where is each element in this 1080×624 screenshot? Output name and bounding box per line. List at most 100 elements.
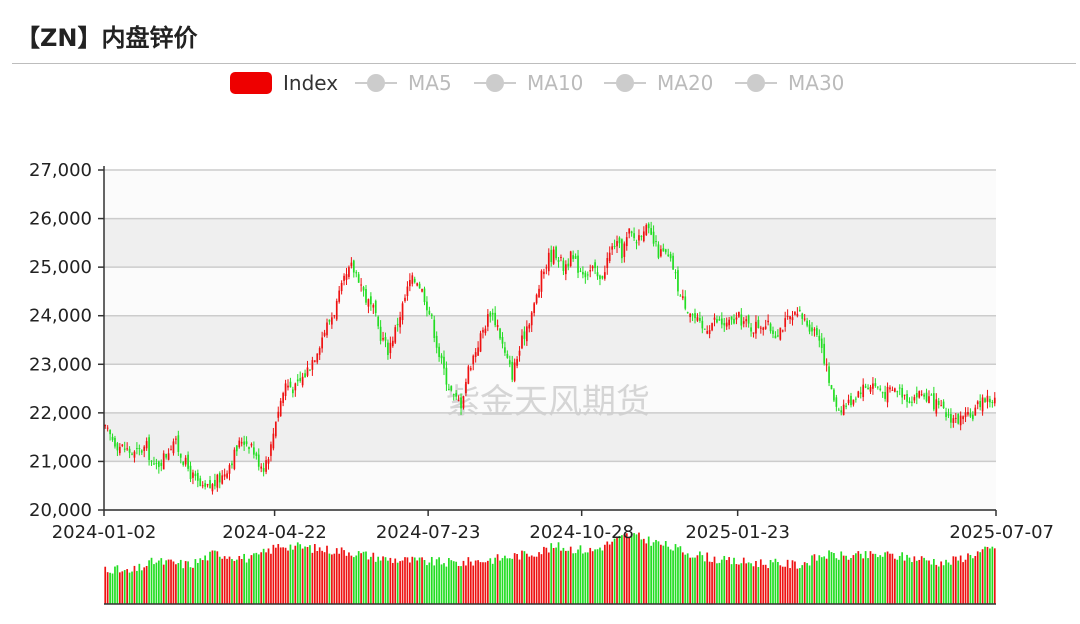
candle	[816, 325, 818, 337]
volume-bar	[774, 558, 777, 604]
candle	[389, 336, 392, 359]
candle	[267, 456, 270, 470]
volume-bar	[335, 548, 338, 604]
candle-body	[833, 389, 835, 401]
candle-body	[569, 251, 572, 266]
volume-bar	[660, 544, 662, 604]
volume-bar	[547, 552, 550, 604]
candle-body	[993, 397, 996, 404]
volume-bar	[908, 557, 911, 604]
candle-body	[538, 288, 540, 298]
volume-bar	[859, 553, 862, 604]
volume-bar	[365, 551, 367, 604]
candle	[913, 394, 916, 404]
candle-body	[184, 457, 187, 465]
candle-body	[757, 319, 760, 328]
candle	[194, 470, 197, 481]
volume-bar	[133, 565, 136, 604]
candle-body	[986, 395, 989, 402]
volume-bar	[243, 553, 245, 604]
candle-body	[469, 368, 472, 370]
volume-bar	[755, 561, 757, 604]
candle	[993, 392, 996, 407]
volume-bar	[467, 557, 470, 604]
volume-bar	[518, 559, 521, 604]
legend-item-ma30[interactable]: MA30	[735, 70, 844, 96]
volume-bar	[689, 557, 691, 604]
candle	[482, 327, 484, 339]
candle-body	[708, 330, 711, 335]
candle	[457, 395, 460, 402]
candle	[455, 390, 458, 400]
candle-body	[501, 337, 504, 344]
candle	[876, 386, 879, 390]
candle-body	[372, 304, 375, 308]
candle-body	[923, 394, 925, 397]
volume-bar	[618, 535, 621, 604]
volume-bar	[691, 557, 694, 604]
volume-bar	[340, 547, 343, 604]
candle	[733, 314, 735, 325]
volume-bar	[945, 559, 947, 604]
candle-body	[223, 474, 226, 477]
candle-body	[859, 392, 862, 395]
grid-band	[104, 461, 996, 510]
volume-bar	[370, 556, 372, 604]
candle	[192, 469, 194, 485]
candle	[711, 322, 713, 332]
volume-bar	[367, 559, 370, 604]
candle	[121, 443, 124, 448]
candle	[794, 311, 796, 316]
volume-bar	[296, 542, 299, 604]
candle	[438, 343, 440, 362]
volume-bar	[925, 560, 928, 604]
volume-bar	[747, 562, 750, 604]
volume-bar	[255, 552, 258, 604]
legend-item-ma20[interactable]: MA20	[604, 70, 713, 96]
candle-body	[160, 462, 163, 466]
candle-body	[192, 472, 194, 478]
volume-bar	[579, 545, 582, 604]
legend-item-ma5[interactable]: MA5	[355, 70, 452, 96]
candle-body	[528, 324, 531, 329]
volume-bar	[140, 570, 143, 604]
title-divider	[12, 63, 1076, 64]
candle-body	[328, 319, 331, 322]
candle	[784, 311, 787, 332]
candle	[460, 393, 462, 415]
volume-bar	[153, 564, 155, 604]
volume-bar	[596, 549, 599, 604]
candle	[633, 227, 635, 241]
candle	[757, 316, 760, 329]
candle	[937, 397, 940, 409]
candle	[767, 314, 769, 326]
candle-body	[935, 399, 938, 414]
candle	[238, 437, 241, 449]
volume-bar	[479, 562, 482, 604]
candle-body	[577, 255, 579, 273]
volume-bar	[128, 572, 131, 604]
volume-bar	[777, 561, 779, 604]
candle-body	[784, 318, 787, 327]
candle-body	[911, 401, 913, 403]
candle	[645, 223, 648, 237]
candle	[652, 225, 655, 247]
candle-body	[355, 272, 358, 274]
candle	[901, 384, 904, 405]
candle-body	[774, 335, 777, 339]
candle	[143, 445, 146, 458]
volume-bar	[764, 564, 767, 604]
candle	[801, 312, 804, 325]
candle	[847, 394, 850, 406]
volume-bar	[399, 561, 401, 604]
volume-bar	[116, 565, 119, 604]
volume-bar	[879, 555, 882, 604]
legend-item-ma10[interactable]: MA10	[474, 70, 583, 96]
candle-body	[586, 274, 589, 276]
legend-item-index[interactable]: Index	[230, 70, 338, 96]
candle-body	[406, 286, 409, 297]
candle-body	[111, 436, 114, 440]
candle	[667, 248, 670, 257]
candle-body	[304, 373, 306, 378]
candle	[701, 316, 704, 334]
